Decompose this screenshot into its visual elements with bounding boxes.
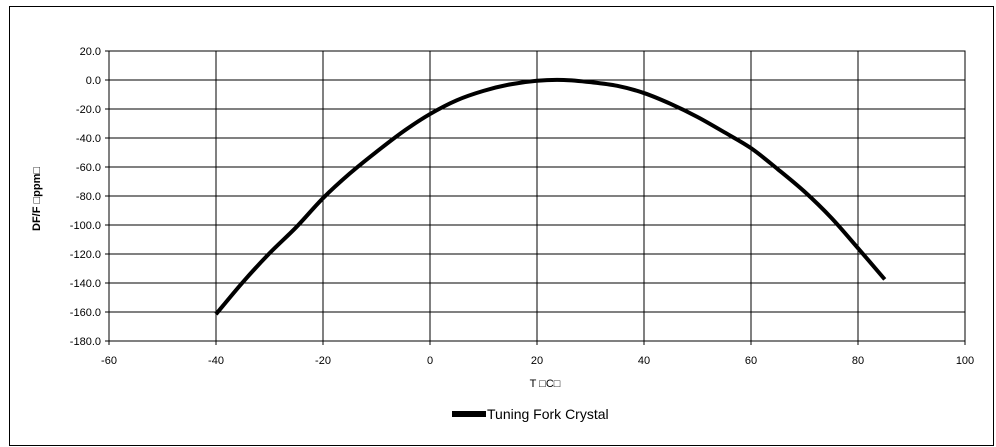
y-tick-label: -40.0 bbox=[76, 133, 101, 145]
y-tick-label: -120.0 bbox=[70, 249, 101, 261]
x-tick-label: 60 bbox=[745, 355, 757, 367]
y-tick-label: -60.0 bbox=[76, 162, 101, 174]
legend-swatch bbox=[452, 411, 486, 417]
y-tick-label: -160.0 bbox=[70, 307, 101, 319]
x-tick-label: 100 bbox=[956, 355, 974, 367]
x-axis-label: T □C□ bbox=[530, 378, 561, 390]
x-tick-label: -20 bbox=[315, 355, 331, 367]
y-axis-label: DF/F □ppm□ bbox=[31, 167, 43, 231]
x-tick-label: 20 bbox=[531, 355, 543, 367]
y-tick-label: -80.0 bbox=[76, 191, 101, 203]
x-tick-label: 0 bbox=[427, 355, 433, 367]
x-tick-label: -60 bbox=[101, 355, 117, 367]
y-tick-label: -20.0 bbox=[76, 104, 101, 116]
x-axis-ticks: -60 -40 -20 0 20 40 60 80 100 bbox=[101, 341, 974, 367]
legend: Tuning Fork Crystal bbox=[452, 406, 609, 422]
chart-svg: 20.0 0.0 -20.0 -40.0 -60.0 -80.0 -100.0 -120.0 -… bbox=[31, 46, 974, 422]
chart-frame: 20.0 0.0 -20.0 -40.0 -60.0 -80.0 -100.0 -120.0 -… bbox=[9, 6, 994, 446]
y-tick-label: -180.0 bbox=[70, 336, 101, 348]
x-tick-label: -40 bbox=[208, 355, 224, 367]
x-tick-label: 80 bbox=[852, 355, 864, 367]
legend-label: Tuning Fork Crystal bbox=[487, 406, 609, 422]
grid-lines bbox=[108, 50, 966, 342]
y-tick-label: -140.0 bbox=[70, 278, 101, 290]
x-tick-label: 40 bbox=[638, 355, 650, 367]
y-axis-ticks: 20.0 0.0 -20.0 -40.0 -60.0 -80.0 -100.0 -120.0 -… bbox=[70, 46, 109, 348]
y-tick-label: 0.0 bbox=[86, 75, 101, 87]
series-line-tuning-fork-crystal bbox=[214, 77, 887, 316]
y-tick-label: 20.0 bbox=[80, 46, 101, 58]
y-tick-label: -100.0 bbox=[70, 220, 101, 232]
